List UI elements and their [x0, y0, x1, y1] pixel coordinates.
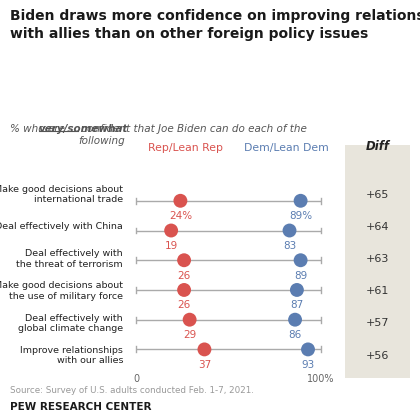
Text: Make good decisions about
the use of military force: Make good decisions about the use of mil…: [0, 281, 123, 301]
Text: 89: 89: [294, 270, 307, 281]
Text: Deal effectively with
global climate change: Deal effectively with global climate cha…: [18, 314, 123, 333]
Point: [177, 197, 184, 204]
Text: Rep/Lean Rep: Rep/Lean Rep: [147, 143, 223, 153]
Text: Make good decisions about
international trade: Make good decisions about international …: [0, 185, 123, 204]
Text: 26: 26: [178, 270, 191, 281]
Point: [294, 286, 300, 293]
Point: [297, 197, 304, 204]
Text: 83: 83: [283, 241, 296, 251]
Text: % who are: % who are: [10, 124, 68, 134]
Text: +65: +65: [366, 189, 389, 200]
Point: [286, 227, 293, 234]
Text: +63: +63: [366, 254, 389, 264]
Text: Deal effectively with China: Deal effectively with China: [0, 222, 123, 231]
Text: Source: Survey of U.S. adults conducted Feb. 1-7, 2021.: Source: Survey of U.S. adults conducted …: [10, 386, 255, 394]
Text: 86: 86: [289, 330, 302, 340]
Text: 87: 87: [290, 300, 304, 310]
Text: Dem/Lean Dem: Dem/Lean Dem: [244, 143, 329, 153]
Point: [292, 316, 299, 323]
Text: PEW RESEARCH CENTER: PEW RESEARCH CENTER: [10, 402, 152, 412]
Text: Biden draws more confidence on improving relations
with allies than on other for: Biden draws more confidence on improving…: [10, 9, 420, 41]
Text: +61: +61: [366, 286, 389, 296]
Text: 93: 93: [302, 360, 315, 370]
Point: [168, 227, 174, 234]
Text: +57: +57: [366, 318, 389, 328]
Point: [304, 346, 311, 353]
Text: +64: +64: [366, 222, 389, 232]
Text: very/somewhat: very/somewhat: [39, 124, 128, 134]
Point: [186, 316, 193, 323]
Text: 37: 37: [198, 360, 211, 370]
Text: Deal effectively with
the threat of terrorism: Deal effectively with the threat of terr…: [16, 249, 123, 269]
Text: 24%: 24%: [169, 211, 192, 221]
Text: Diff: Diff: [365, 140, 389, 153]
Text: +56: +56: [366, 351, 389, 361]
Point: [181, 257, 187, 264]
Text: Improve relationships
with our allies: Improve relationships with our allies: [20, 346, 123, 365]
Point: [181, 286, 187, 293]
Text: 29: 29: [183, 330, 196, 340]
Text: 19: 19: [165, 241, 178, 251]
Point: [201, 346, 208, 353]
Text: confident that Joe Biden can do each of the
following: confident that Joe Biden can do each of …: [78, 124, 307, 146]
Point: [297, 257, 304, 264]
Text: 89%: 89%: [289, 211, 312, 221]
Text: 26: 26: [178, 300, 191, 310]
